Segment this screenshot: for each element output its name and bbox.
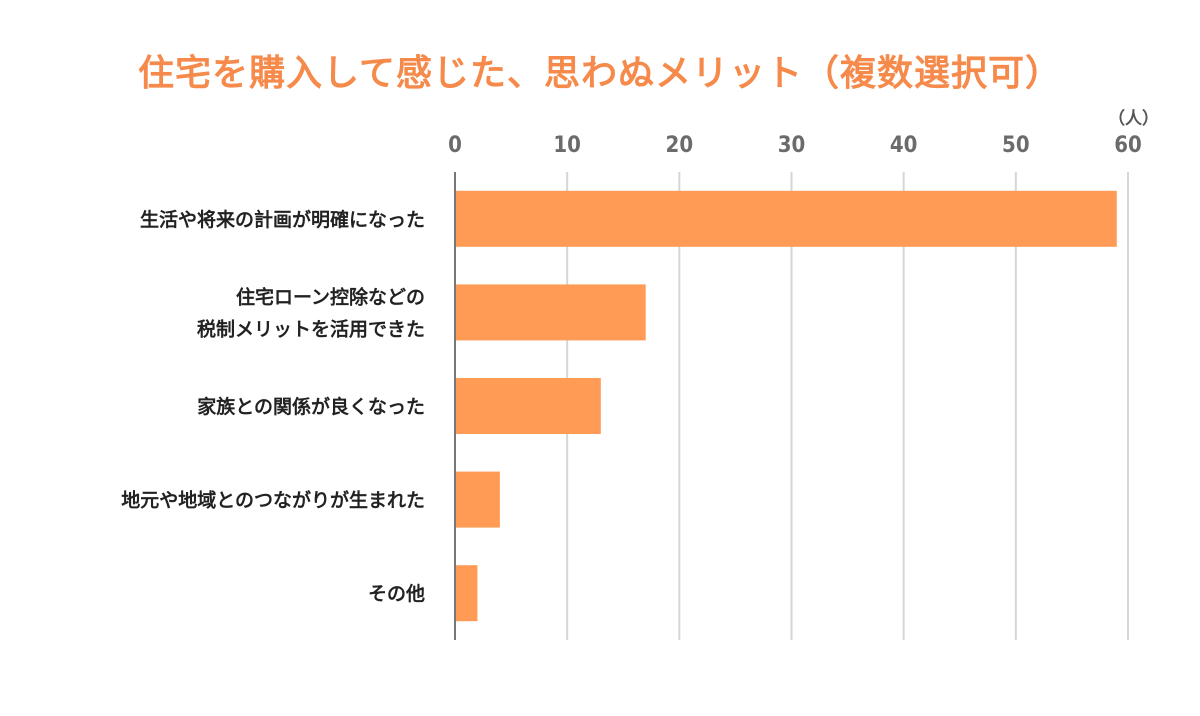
bar	[455, 190, 1117, 247]
x-tick-label: 10	[553, 133, 581, 158]
unit-label: （人）	[1108, 109, 1159, 129]
category-label: 地元や地域とのつながりが生まれた	[121, 489, 425, 512]
x-tick-label: 20	[666, 133, 694, 158]
category-label: 生活や将来の計画が明確になった	[140, 208, 425, 231]
bar	[455, 565, 478, 622]
bar	[455, 471, 500, 528]
category-label: 家族との関係が良くなった	[197, 395, 425, 418]
bar	[455, 378, 601, 434]
x-tick-label: 30	[778, 133, 806, 158]
x-tick-label: 60	[1114, 133, 1142, 158]
x-tick-label: 40	[890, 133, 918, 158]
category-label: 税制メリットを活用できた	[197, 317, 425, 340]
x-tick-label: 50	[1002, 133, 1030, 158]
chart-title: 住宅を購入して感じた、思わぬメリット（複数選択可）	[138, 53, 1062, 94]
x-tick-label: 0	[448, 133, 462, 158]
category-label: 住宅ローン控除などの	[236, 285, 425, 308]
bar	[455, 284, 646, 341]
category-label: その他	[368, 582, 425, 605]
